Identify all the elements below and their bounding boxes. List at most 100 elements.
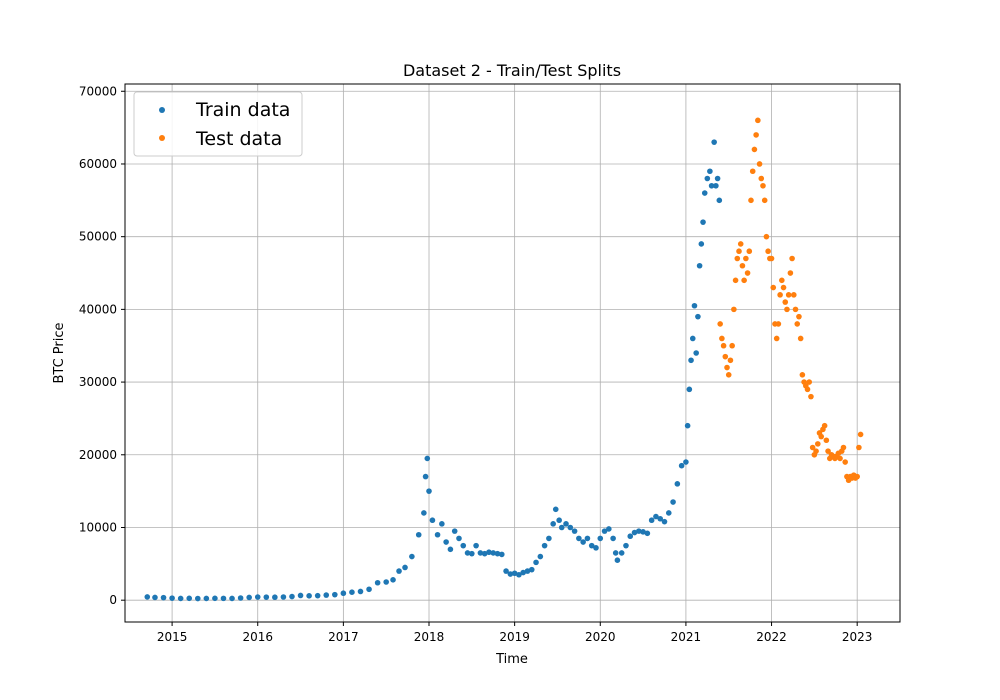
train-data-point xyxy=(612,550,619,556)
train-data-point xyxy=(601,528,608,534)
test-data-point xyxy=(722,353,729,360)
train-data-point xyxy=(693,350,699,356)
test-data-point xyxy=(725,372,732,378)
train-data-point xyxy=(212,595,218,602)
train-data-point xyxy=(684,422,691,429)
train-data-point xyxy=(711,139,717,145)
train-data-point xyxy=(254,594,261,600)
train-data-point xyxy=(194,595,201,602)
train-data-point xyxy=(280,594,287,600)
test-data-point xyxy=(782,299,789,305)
train-data-point xyxy=(563,521,569,527)
train-data-point xyxy=(524,568,531,574)
test-data-point xyxy=(777,292,783,298)
test-data-point xyxy=(799,372,806,378)
train-data-point xyxy=(323,592,330,598)
test-data-point xyxy=(731,306,737,313)
x-tick-label: 2023 xyxy=(842,630,873,644)
train-data-point xyxy=(409,553,415,560)
test-data-point xyxy=(729,342,735,349)
test-data-point xyxy=(823,437,830,444)
legend-label-test: Test data xyxy=(195,128,282,150)
test-data-point xyxy=(746,248,753,255)
train-data-point xyxy=(374,579,381,586)
test-data-point xyxy=(755,117,761,124)
test-data-point xyxy=(842,459,848,465)
test-data-point xyxy=(791,292,797,298)
train-data-point xyxy=(426,488,432,494)
train-data-point xyxy=(552,506,559,513)
train-data-point xyxy=(429,517,436,524)
train-data-point xyxy=(689,335,696,342)
test-data-point xyxy=(744,270,751,276)
train-data-point xyxy=(644,530,651,537)
test-data-point xyxy=(837,455,843,462)
train-data-point xyxy=(653,513,659,520)
test-data-point xyxy=(809,444,816,451)
train-data-point xyxy=(683,459,689,465)
test-data-point xyxy=(765,248,771,255)
test-data-point xyxy=(732,277,739,284)
train-data-point xyxy=(708,182,715,189)
train-data-point xyxy=(340,590,347,597)
train-data-point xyxy=(701,190,708,196)
train-data-point xyxy=(402,564,408,571)
train-data-point xyxy=(473,542,479,549)
test-data-point xyxy=(813,448,819,454)
train-data-point xyxy=(558,524,565,531)
test-data-point xyxy=(758,175,765,182)
test-data-point xyxy=(749,168,756,175)
train-data-point xyxy=(229,595,235,602)
train-data-point xyxy=(177,595,184,602)
train-data-point xyxy=(597,535,604,542)
test-data-point xyxy=(789,255,795,262)
train-data-point xyxy=(674,481,681,487)
train-data-point xyxy=(610,535,616,542)
train-data-point xyxy=(390,577,396,583)
train-data-point xyxy=(618,550,625,556)
test-data-point xyxy=(763,233,770,240)
test-data-point xyxy=(857,431,864,438)
train-data-point xyxy=(670,499,676,505)
train-data-point xyxy=(396,568,402,574)
test-data-point xyxy=(784,306,790,313)
test-data-point xyxy=(743,255,749,262)
scatter-points xyxy=(144,117,864,602)
legend-marker-train xyxy=(159,107,165,113)
train-data-point xyxy=(494,550,501,557)
train-data-point xyxy=(550,521,556,527)
test-data-point xyxy=(825,448,831,454)
train-data-point xyxy=(648,517,655,524)
train-data-point xyxy=(716,197,723,204)
train-data-point xyxy=(460,542,467,549)
train-data-point xyxy=(631,529,638,536)
train-data-point xyxy=(657,515,664,522)
train-data-point xyxy=(686,386,693,393)
y-axis-label: BTC Price xyxy=(52,322,67,383)
train-data-point xyxy=(678,462,685,469)
test-data-point xyxy=(737,241,744,247)
train-data-point xyxy=(623,542,629,549)
test-data-point xyxy=(779,277,785,284)
train-data-point xyxy=(665,510,672,516)
test-data-point xyxy=(736,248,742,255)
train-data-point xyxy=(421,510,427,516)
train-data-point xyxy=(451,528,458,534)
test-data-point xyxy=(727,357,734,364)
test-data-point xyxy=(806,379,813,385)
train-data-point xyxy=(714,175,721,182)
train-data-point xyxy=(580,539,586,545)
train-data-point xyxy=(503,568,509,574)
train-data-point xyxy=(456,535,462,542)
x-axis-label: Time xyxy=(495,652,528,667)
train-data-point xyxy=(443,539,449,545)
train-data-point xyxy=(713,182,719,189)
train-data-point xyxy=(698,241,705,247)
train-data-point xyxy=(606,526,612,532)
train-data-point xyxy=(481,550,488,557)
train-data-point xyxy=(366,586,372,593)
test-data-point xyxy=(854,473,860,480)
train-data-point xyxy=(422,473,429,480)
test-data-point xyxy=(720,342,727,349)
train-data-point xyxy=(237,595,244,601)
